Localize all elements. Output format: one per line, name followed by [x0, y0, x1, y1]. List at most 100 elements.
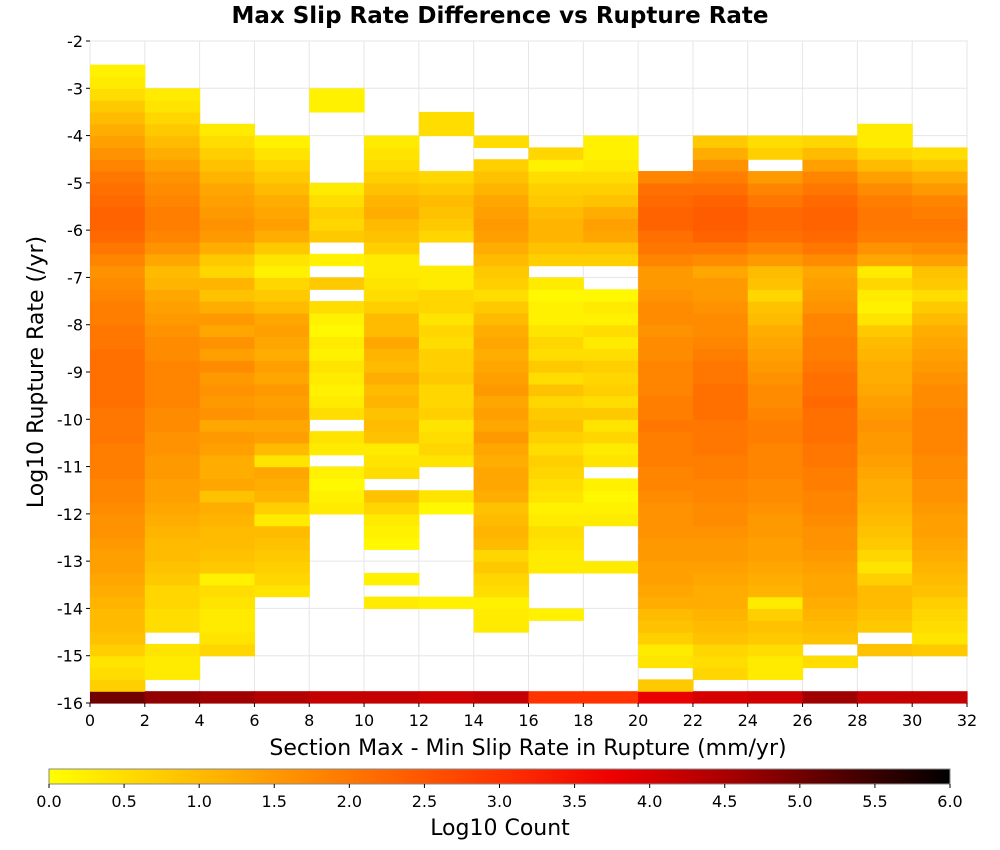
heatmap-cell [144, 596, 201, 610]
heatmap-cell [473, 265, 530, 279]
heatmap-cell [912, 383, 968, 397]
heatmap-cell [364, 147, 420, 160]
heatmap-cell [473, 312, 530, 326]
heatmap-cell [638, 206, 694, 219]
heatmap-cell [747, 147, 804, 160]
heatmap-cell [199, 301, 256, 314]
heatmap-cell [638, 502, 694, 515]
heatmap-cell [747, 632, 804, 645]
heatmap-cell [692, 135, 749, 148]
heatmap-cell [802, 466, 858, 479]
heatmap-cell [473, 348, 530, 361]
heatmap-cell [254, 171, 310, 184]
heatmap-cell [802, 230, 858, 243]
heatmap-cell [90, 206, 146, 219]
heatmap-cell [747, 584, 804, 598]
heatmap-cell [144, 123, 201, 137]
heatmap-cell [473, 596, 530, 610]
heatmap-cell [199, 171, 256, 184]
heatmap-cell [90, 679, 146, 692]
x-tick-label: 4 [195, 711, 205, 730]
heatmap-cell [144, 265, 201, 279]
heatmap-cell [583, 135, 639, 148]
heatmap-cell [199, 454, 256, 468]
heatmap-cell [364, 182, 420, 196]
y-tick-label: -11 [57, 458, 83, 477]
heatmap-cell [747, 348, 804, 361]
colorbar-tick-label: 3.0 [487, 792, 512, 811]
heatmap-cell [638, 608, 694, 621]
heatmap-cell [857, 419, 913, 432]
heatmap-cell [912, 490, 968, 503]
heatmap-cell [802, 454, 858, 468]
heatmap-cell [912, 632, 968, 645]
heatmap-cell [254, 537, 310, 550]
heatmap-cell [747, 667, 804, 680]
heatmap-cell [199, 159, 256, 172]
heatmap-cell [199, 620, 256, 633]
heatmap-cell [583, 490, 639, 503]
heatmap-cell [90, 100, 146, 113]
heatmap-cell [912, 643, 968, 657]
heatmap-cell [747, 289, 804, 302]
heatmap-cell [583, 407, 639, 420]
heatmap-cell [692, 277, 749, 290]
heatmap-cell [912, 253, 968, 267]
heatmap-cell [802, 312, 858, 326]
heatmap-cell [90, 324, 146, 338]
heatmap-cell [418, 206, 475, 219]
heatmap-cell [802, 395, 858, 409]
heatmap-cell [692, 395, 749, 409]
heatmap-cell [802, 383, 858, 397]
heatmap-cell [857, 407, 913, 420]
heatmap-cell [802, 632, 858, 645]
heatmap-cell [90, 301, 146, 314]
y-axis-title: Log10 Rupture Rate (/yr) [24, 236, 49, 508]
heatmap-cell [473, 135, 530, 148]
y-tick-label: -7 [67, 268, 83, 287]
heatmap-cell [364, 431, 420, 444]
heatmap-cell [747, 502, 804, 515]
heatmap-cell [199, 265, 256, 279]
heatmap-cell [692, 596, 749, 610]
heatmap-cell [912, 241, 968, 255]
heatmap-cell [199, 147, 256, 160]
heatmap-cell [692, 513, 749, 527]
heatmap-cell [144, 667, 201, 680]
heatmap-cell [90, 277, 146, 290]
heatmap-cell [364, 253, 420, 267]
heatmap-cell [254, 419, 310, 432]
heatmap-cell [364, 466, 420, 479]
heatmap-cell [199, 312, 256, 326]
heatmap-cell [90, 312, 146, 326]
heatmap-cell [638, 419, 694, 432]
heatmap-cell [90, 608, 146, 621]
heatmap-cell [473, 383, 530, 397]
heatmap-cell [747, 596, 804, 610]
heatmap-cell [857, 182, 913, 196]
heatmap-cell [692, 454, 749, 468]
heatmap-cell [638, 407, 694, 420]
heatmap-cell [309, 206, 365, 219]
heatmap-cell [638, 348, 694, 361]
heatmap-cell [528, 182, 584, 196]
heatmap-cell [144, 241, 201, 255]
heatmap-cell [857, 584, 913, 598]
heatmap-cell [638, 679, 694, 692]
heatmap-cell [528, 407, 584, 420]
heatmap-cell [638, 312, 694, 326]
y-tick-label: -16 [57, 694, 83, 713]
heatmap-cell [473, 502, 530, 515]
heatmap-cell [90, 632, 146, 645]
heatmap-cell [857, 608, 913, 621]
heatmap-cell [583, 241, 639, 255]
heatmap-cell [309, 324, 365, 338]
y-tick-label: -14 [57, 599, 83, 618]
heatmap-cell [90, 230, 146, 243]
heatmap-cell [747, 608, 804, 621]
colorbar-tick-label: 3.5 [562, 792, 587, 811]
heatmap-cell [418, 431, 475, 444]
heatmap-cell [802, 655, 858, 669]
heatmap-cell [473, 525, 530, 539]
heatmap-cell [254, 490, 310, 503]
